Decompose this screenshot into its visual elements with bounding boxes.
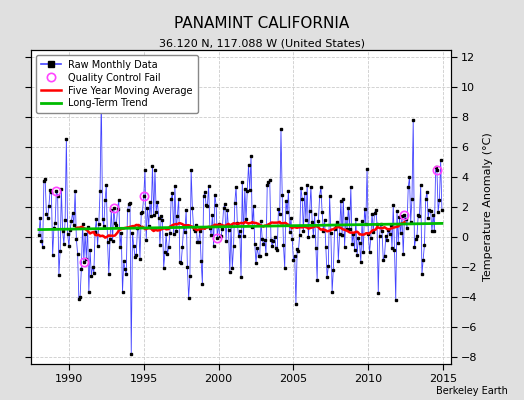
Text: 36.120 N, 117.088 W (United States): 36.120 N, 117.088 W (United States)	[159, 38, 365, 48]
Y-axis label: Temperature Anomaly (°C): Temperature Anomaly (°C)	[483, 133, 493, 281]
Text: Berkeley Earth: Berkeley Earth	[436, 386, 508, 396]
Text: PANAMINT CALIFORNIA: PANAMINT CALIFORNIA	[174, 16, 350, 31]
Legend: Raw Monthly Data, Quality Control Fail, Five Year Moving Average, Long-Term Tren: Raw Monthly Data, Quality Control Fail, …	[36, 55, 198, 113]
